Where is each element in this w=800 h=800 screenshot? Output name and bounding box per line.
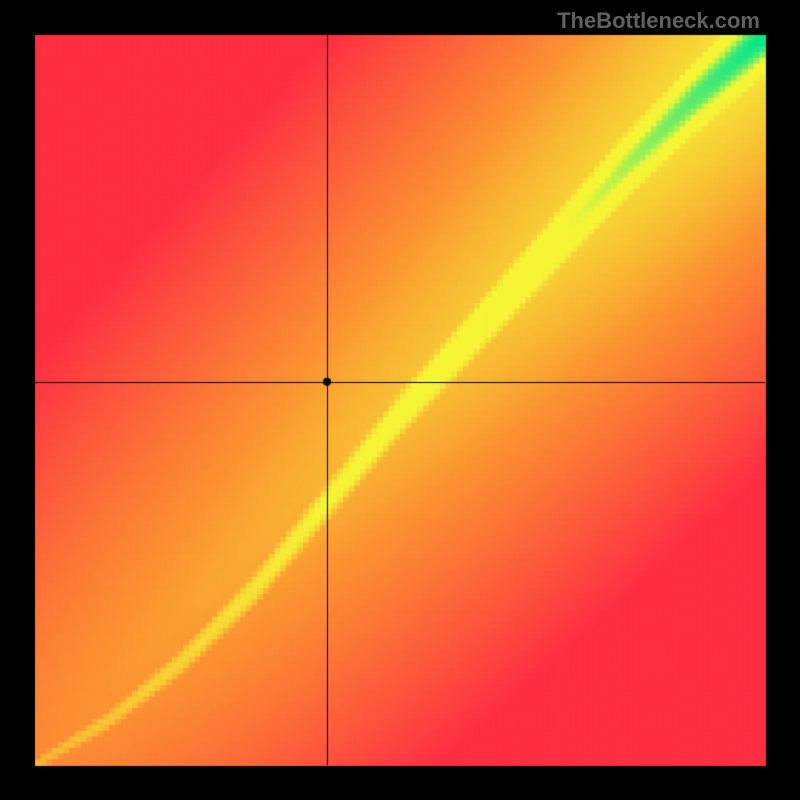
heatmap-canvas xyxy=(0,0,800,800)
watermark-text: TheBottleneck.com xyxy=(557,8,760,34)
chart-container: TheBottleneck.com xyxy=(0,0,800,800)
